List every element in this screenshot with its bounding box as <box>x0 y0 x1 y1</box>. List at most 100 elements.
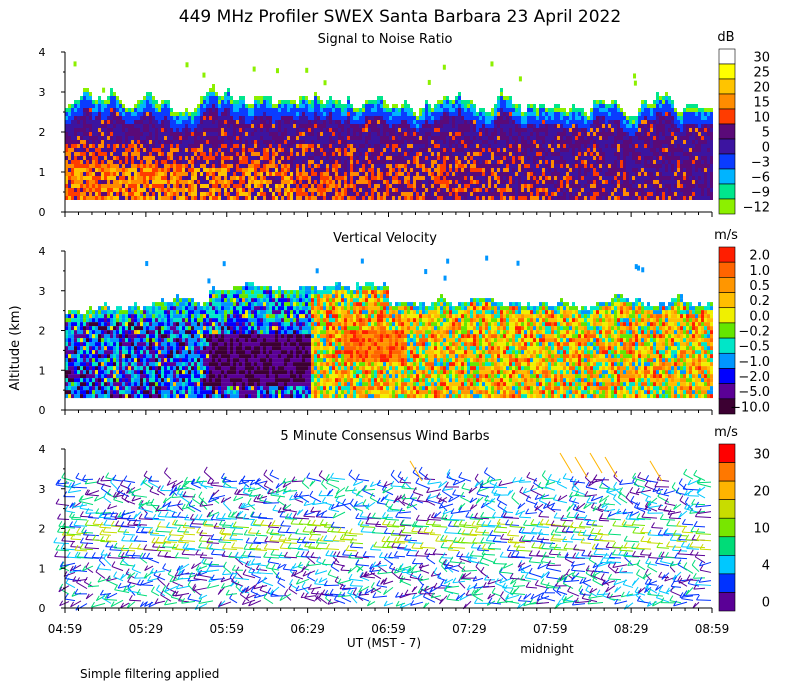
heat-cell <box>131 192 134 196</box>
heat-cell <box>80 112 83 116</box>
heat-cell <box>161 136 164 140</box>
heat-cell <box>320 148 323 152</box>
heat-cell <box>326 196 329 200</box>
heat-cell <box>218 184 221 188</box>
heat-cell <box>221 144 224 148</box>
heat-cell <box>233 192 236 196</box>
heat-cell <box>359 168 362 172</box>
heat-cell <box>203 144 206 148</box>
heat-cell <box>299 124 302 128</box>
heat-cell <box>224 176 227 180</box>
heat-cell <box>161 148 164 152</box>
heat-cell <box>197 184 200 188</box>
heat-cell <box>71 132 74 136</box>
heat-cell <box>338 112 341 116</box>
heat-cell <box>347 196 350 200</box>
heat-cell <box>296 176 299 180</box>
heat-cell <box>155 164 158 168</box>
heat-cell <box>212 156 215 160</box>
heat-cell <box>281 172 284 176</box>
heat-cell <box>275 176 278 180</box>
heat-cell <box>239 128 242 132</box>
heat-cell <box>320 168 323 172</box>
heat-cell <box>293 180 296 184</box>
heat-cell <box>191 172 194 176</box>
heat-cell <box>206 164 209 168</box>
heat-cell <box>278 120 281 124</box>
heat-cell <box>206 196 209 200</box>
heat-cell <box>119 176 122 180</box>
heat-cell <box>107 168 110 172</box>
heat-cell <box>101 124 104 128</box>
heat-cell <box>185 132 188 136</box>
heat-cell <box>143 116 146 120</box>
heat-cell <box>116 108 119 112</box>
heat-cell <box>227 184 230 188</box>
heat-cell <box>113 108 116 112</box>
heat-cell <box>254 196 257 200</box>
heat-cell <box>203 116 206 120</box>
heat-cell <box>131 188 134 192</box>
heat-cell <box>86 136 89 140</box>
heat-cell <box>224 164 227 168</box>
heat-cell <box>323 168 326 172</box>
heat-cell <box>86 108 89 112</box>
heat-cell <box>326 108 329 112</box>
heat-cell <box>278 116 281 120</box>
heat-cell <box>311 148 314 152</box>
heat-cell <box>131 152 134 156</box>
heat-cell <box>272 144 275 148</box>
heat-cell <box>218 192 221 196</box>
heat-cell <box>323 116 326 120</box>
heat-cell <box>158 108 161 112</box>
heat-cell <box>278 180 281 184</box>
heat-cell <box>218 116 221 120</box>
heat-cell <box>275 112 278 116</box>
heat-cell <box>353 164 356 168</box>
heat-cell <box>299 168 302 172</box>
heat-cell <box>281 180 284 184</box>
heat-cell <box>248 156 251 160</box>
heat-cell <box>164 124 167 128</box>
heat-cell <box>263 152 266 156</box>
heat-cell <box>128 152 131 156</box>
heat-cell <box>197 172 200 176</box>
heat-cell <box>314 192 317 196</box>
heat-cell <box>83 116 86 120</box>
heat-cell <box>344 168 347 172</box>
heat-cell <box>239 116 242 120</box>
heat-cell <box>95 128 98 132</box>
heat-cell <box>68 156 71 160</box>
heat-cell <box>347 160 350 164</box>
heat-cell <box>182 116 185 120</box>
heat-cell <box>356 128 359 132</box>
heat-cell <box>281 164 284 168</box>
heat-cell <box>329 136 332 140</box>
heat-cell <box>218 136 221 140</box>
heat-cell <box>170 136 173 140</box>
heat-cell <box>68 188 71 192</box>
heat-cell <box>212 188 215 192</box>
heat-cell <box>251 172 254 176</box>
heat-cell <box>263 172 266 176</box>
heat-cell <box>113 180 116 184</box>
heat-cell <box>119 128 122 132</box>
heat-cell <box>308 144 311 148</box>
heat-cell <box>248 152 251 156</box>
heat-cell <box>179 124 182 128</box>
heat-cell <box>347 96 350 100</box>
heat-cell <box>146 132 149 136</box>
heat-cell <box>236 164 239 168</box>
heat-cell <box>158 136 161 140</box>
heat-cell <box>320 196 323 200</box>
heat-cell <box>188 192 191 196</box>
heat-cell <box>248 184 251 188</box>
heat-cell <box>275 160 278 164</box>
heat-cell <box>338 168 341 172</box>
heat-cell <box>98 172 101 176</box>
heat-cell <box>359 184 362 188</box>
heat-cell <box>344 104 347 108</box>
heat-cell <box>332 176 335 180</box>
heat-cell <box>302 172 305 176</box>
heat-cell <box>278 188 281 192</box>
